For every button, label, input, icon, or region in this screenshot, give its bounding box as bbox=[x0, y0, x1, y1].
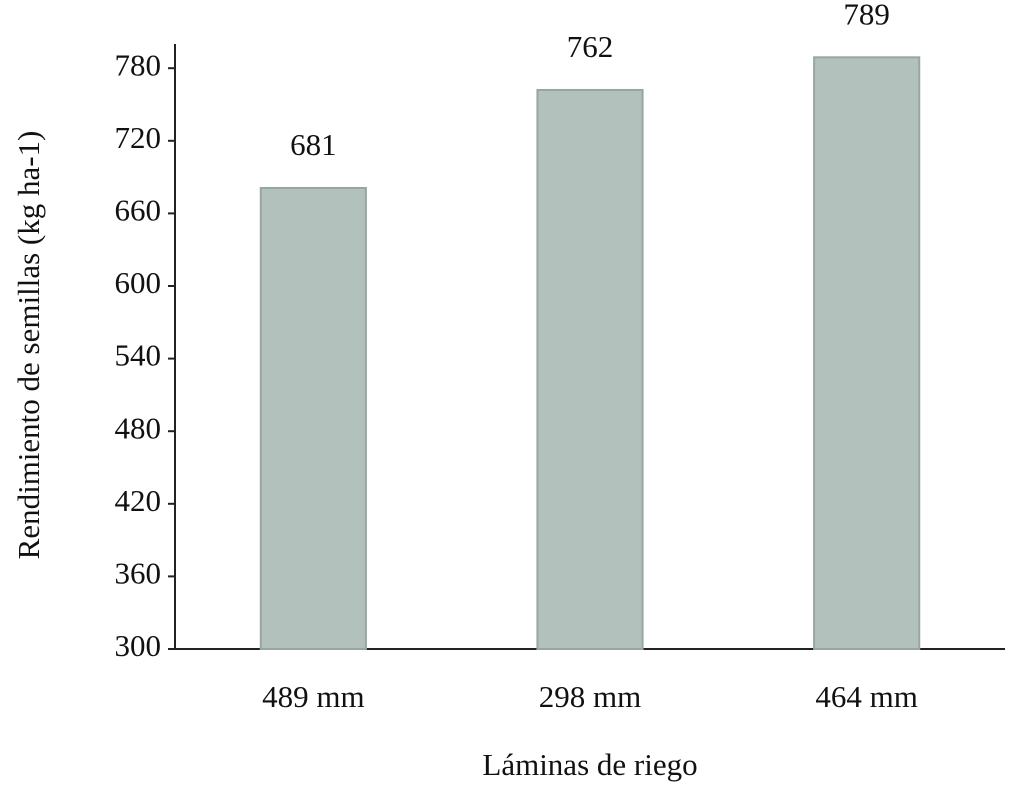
x-tick-label: 298 mm bbox=[539, 679, 641, 714]
bar bbox=[813, 56, 921, 651]
data-label: 762 bbox=[567, 29, 614, 64]
y-tick-label: 300 bbox=[115, 628, 162, 663]
y-tick-label: 600 bbox=[115, 265, 162, 300]
bar bbox=[259, 186, 367, 651]
y-tick-label: 660 bbox=[115, 193, 162, 228]
x-tick-label: 489 mm bbox=[262, 679, 364, 714]
y-tick-label: 480 bbox=[115, 410, 162, 445]
y-tick-label: 720 bbox=[115, 120, 162, 155]
y-tick-label: 540 bbox=[115, 338, 162, 373]
data-label: 789 bbox=[843, 0, 890, 31]
y-axis-label: Rendimiento de semillas (kg ha-1) bbox=[11, 131, 46, 560]
x-axis-label: Láminas de riego bbox=[482, 747, 697, 782]
y-tick-label: 360 bbox=[115, 556, 162, 591]
x-tick-label: 464 mm bbox=[815, 679, 917, 714]
bar bbox=[536, 88, 644, 651]
y-tick-label: 780 bbox=[115, 47, 162, 82]
data-label: 681 bbox=[290, 127, 337, 162]
y-tick-label: 420 bbox=[115, 483, 162, 518]
